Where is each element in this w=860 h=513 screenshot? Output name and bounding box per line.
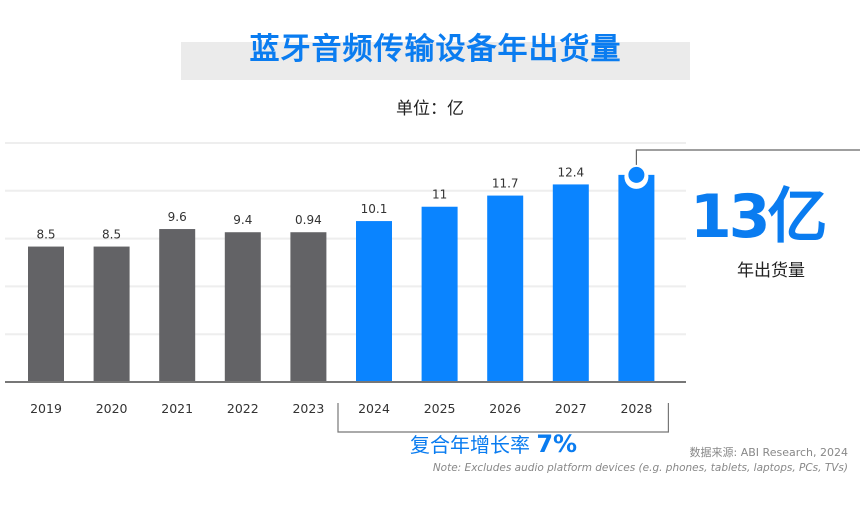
bar-2019 bbox=[28, 246, 64, 382]
bar-2027 bbox=[552, 184, 589, 382]
x-tick-label: 2023 bbox=[292, 401, 324, 416]
callout-label: 年出货量 bbox=[737, 261, 805, 281]
x-tick-label: 2020 bbox=[96, 401, 128, 416]
cagr-label: 复合年增长率 bbox=[410, 433, 530, 457]
data-label: 12.4 bbox=[557, 165, 584, 179]
source-text: 数据来源: ABI Research, 2024 bbox=[689, 446, 848, 459]
x-tick-label: 2025 bbox=[424, 401, 456, 416]
bar-2023 bbox=[290, 232, 327, 382]
data-label: 8.5 bbox=[36, 228, 55, 242]
x-tick-label: 2028 bbox=[620, 401, 652, 416]
bar-2026 bbox=[487, 195, 524, 382]
bar-2022 bbox=[224, 232, 261, 382]
x-tick-label: 2022 bbox=[227, 401, 259, 416]
data-label: 9.4 bbox=[233, 213, 252, 227]
bar-2021 bbox=[159, 229, 196, 382]
data-label: 11.7 bbox=[492, 177, 519, 191]
bar-2028 bbox=[618, 174, 655, 382]
x-tick-label: 2026 bbox=[489, 401, 521, 416]
data-label: 10.1 bbox=[361, 202, 388, 216]
x-tick-label: 2021 bbox=[161, 401, 193, 416]
forecast-bracket bbox=[337, 403, 670, 433]
x-tick-label: 2019 bbox=[30, 401, 62, 416]
bar-2024 bbox=[356, 221, 392, 382]
title-band bbox=[181, 42, 690, 80]
callout-value: 13亿 bbox=[690, 182, 827, 252]
callout-dot bbox=[628, 166, 645, 183]
data-label: 8.5 bbox=[102, 228, 121, 242]
note-text: Note: Excludes audio platform devices (e… bbox=[432, 462, 848, 474]
x-tick-label: 2024 bbox=[358, 401, 390, 416]
data-label: 9.6 bbox=[168, 210, 187, 224]
bar-2020 bbox=[93, 246, 130, 382]
x-tick-label: 2027 bbox=[555, 401, 587, 416]
data-label: 11 bbox=[432, 188, 447, 202]
data-label: 0.94 bbox=[295, 213, 322, 227]
cagr-text: 复合年增长率 7% bbox=[410, 429, 577, 458]
unit-label: 单位：亿 bbox=[396, 99, 464, 119]
cagr-value: 7% bbox=[536, 430, 578, 458]
page-title: 蓝牙音频传输设备年出货量 bbox=[249, 32, 622, 67]
bar-2025 bbox=[421, 206, 458, 382]
